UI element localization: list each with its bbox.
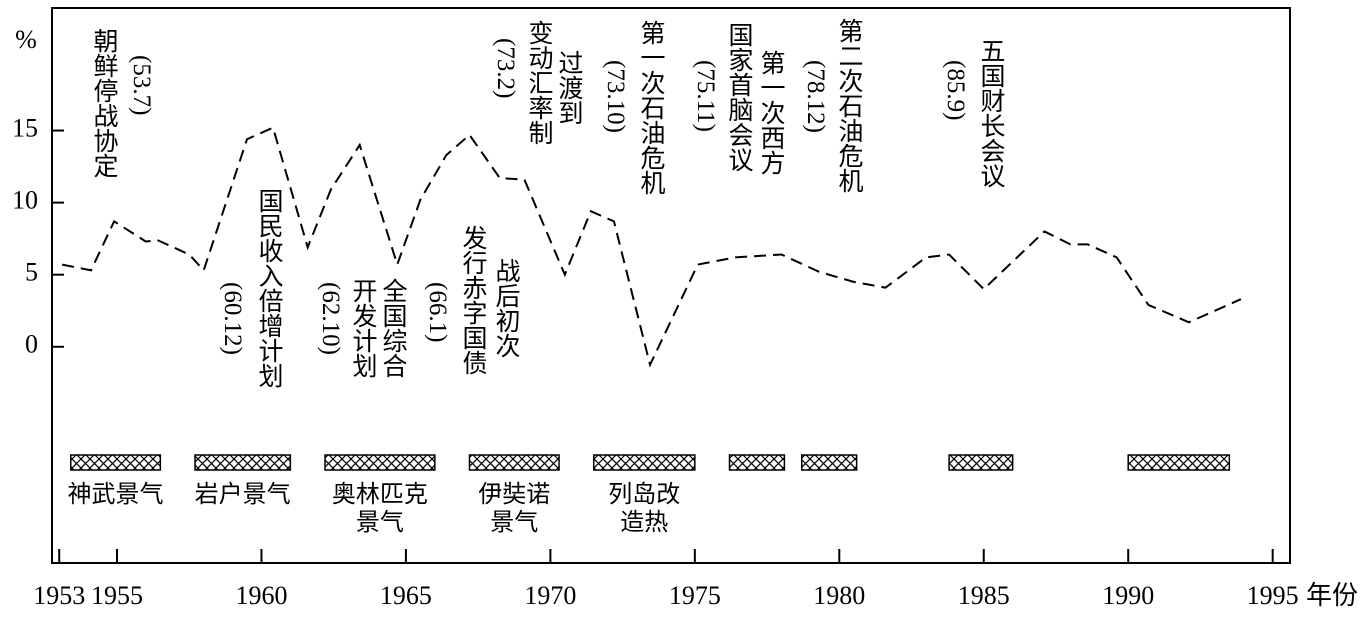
boom-period-label: 伊奘诺景气 — [478, 482, 551, 536]
event-annotation: 发行赤字国债 — [459, 225, 486, 375]
boom-period-bar — [592, 454, 696, 471]
y-tick-label: 10 — [12, 186, 38, 215]
x-axis-label: 年份 — [1306, 581, 1358, 610]
x-tick-label: 1965 — [380, 581, 432, 610]
x-tick-label: 1970 — [524, 581, 576, 610]
boom-period-label: 奥林匹克景气 — [331, 482, 428, 536]
event-annotation: 战后初次 — [492, 258, 519, 358]
event-annotation: 变动汇率制 — [525, 20, 552, 145]
event-annotation: 第一次西方 — [757, 50, 784, 175]
boom-period-label: 岩户景气 — [194, 482, 291, 508]
y-tick-label: 15 — [12, 114, 38, 143]
event-annotation: 全国综合 — [379, 278, 406, 378]
event-date: (66.1) — [424, 282, 451, 343]
y-axis-label: % — [15, 25, 37, 54]
event-date: (60.12) — [219, 282, 246, 355]
boom-period-bar — [728, 454, 786, 471]
boom-period-bar — [324, 454, 436, 471]
event-annotation: 五国财长会议 — [977, 38, 1004, 188]
boom-period-bar — [70, 454, 162, 471]
boom-period-label: 神武景气 — [67, 482, 164, 508]
event-date: (73.10) — [602, 60, 629, 133]
plot-frame — [51, 7, 1291, 564]
boom-period-label: 列岛改造热 — [608, 482, 681, 536]
y-tick-label: 0 — [25, 330, 38, 359]
event-date: (75.11) — [692, 60, 719, 132]
y-tick-label: 5 — [25, 258, 38, 287]
event-date: (53.7) — [128, 55, 155, 116]
event-date: (73.2) — [492, 38, 519, 99]
x-tick-label: 1990 — [1102, 581, 1154, 610]
event-annotation: 开发计划 — [349, 278, 376, 378]
boom-period-bar — [800, 454, 858, 471]
x-tick-label: 1953 — [33, 581, 85, 610]
event-date: (62.10) — [317, 282, 344, 355]
event-annotation: 过渡到 — [555, 50, 582, 125]
boom-period-bar — [468, 454, 560, 471]
boom-period-bar — [1127, 454, 1231, 471]
x-tick-label: 1985 — [958, 581, 1010, 610]
event-annotation: 朝鲜停战协定 — [90, 28, 117, 178]
event-annotation: 国家首脑会议 — [725, 22, 752, 172]
event-annotation: 第二次石油危机 — [835, 18, 862, 193]
x-tick-label: 1975 — [669, 581, 721, 610]
x-tick-label: 1980 — [813, 581, 865, 610]
boom-period-bar — [948, 454, 1014, 471]
event-date: (78.12) — [802, 60, 829, 133]
event-date: (85.9) — [942, 60, 969, 121]
event-annotation: 国民收入倍增计划 — [255, 188, 282, 388]
x-tick-label: 1955 — [91, 581, 143, 610]
boom-period-bar — [194, 454, 292, 471]
event-annotation: 第一次石油危机 — [637, 20, 664, 195]
x-tick-label: 1995 — [1247, 581, 1299, 610]
data-line — [61, 126, 1242, 368]
x-tick-label: 1960 — [235, 581, 287, 610]
